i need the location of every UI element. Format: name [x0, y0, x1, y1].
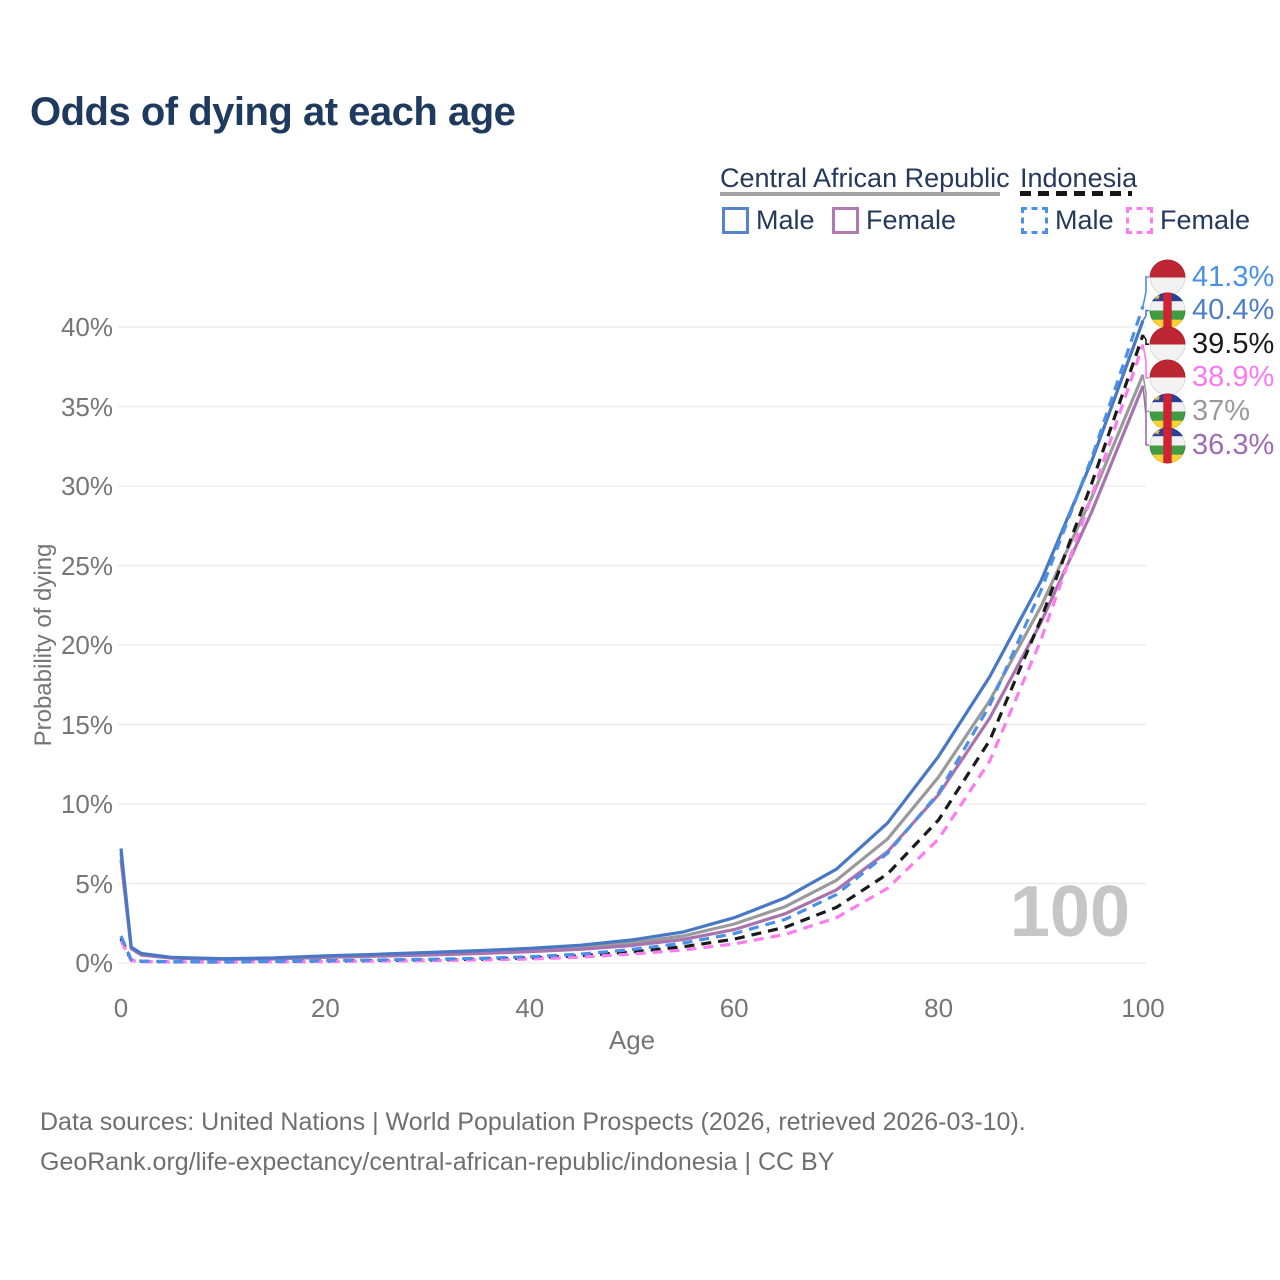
legend-item-car-female[interactable]: Female — [832, 205, 956, 236]
end-label-idn_female: 38.9% — [1149, 359, 1274, 396]
x-tick-label: 80 — [924, 993, 954, 1023]
y-tick-label: 10% — [60, 789, 113, 819]
series-line-car_female — [119, 385, 1145, 961]
central-african-republic-flag-icon — [1149, 427, 1186, 463]
y-tick-label: 5% — [75, 868, 113, 899]
legend-group-central-african-republic: Central African Republic — [720, 163, 1010, 193]
legend-dashed-rule — [1020, 191, 1132, 196]
y-tick-label: 25% — [60, 550, 113, 581]
legend-group-indonesia: Indonesia — [1020, 163, 1138, 193]
y-tick-label: 40% — [60, 312, 113, 342]
end-label-value: 39.5% — [1192, 327, 1275, 360]
series-line-idn_male — [119, 305, 1145, 964]
y-tick-label: 20% — [60, 630, 113, 660]
x-tick-label: 100 — [1121, 993, 1165, 1023]
x-tick-label: 60 — [719, 993, 749, 1023]
x-tick-label: 20 — [310, 993, 340, 1023]
car-male-swatch-icon — [722, 207, 749, 234]
legend-item-indonesia-male[interactable]: Male — [1021, 205, 1114, 236]
legend-item-car-male[interactable]: Male — [722, 205, 815, 236]
central-african-republic-flag-icon — [1149, 393, 1186, 430]
end-label-car_female: 36.3% — [1149, 427, 1274, 464]
legend-item-label: Male — [756, 205, 815, 235]
end-label-value: 36.3% — [1192, 428, 1275, 461]
y-tick-label: 35% — [60, 391, 113, 422]
end-label-idn_both: 39.5% — [1149, 326, 1274, 363]
legend-solid-rule — [720, 192, 1000, 196]
series-line-idn_female — [119, 343, 1145, 964]
indonesia-female-swatch-icon — [1126, 207, 1153, 234]
central-african-republic-flag-icon — [1149, 292, 1186, 329]
age-watermark: 100 — [1009, 872, 1130, 952]
end-label-value: 37% — [1192, 394, 1251, 427]
end-label-car_both: 37% — [1149, 393, 1250, 430]
series-line-idn_both — [119, 334, 1145, 964]
indonesia-flag-icon — [1149, 259, 1186, 295]
data-sources-text: Data sources: United Nations | World Pop… — [40, 1108, 1026, 1136]
series-line-car_both — [119, 374, 1145, 961]
indonesia-flag-icon — [1149, 326, 1186, 363]
car-female-swatch-icon — [832, 207, 859, 234]
indonesia-male-swatch-icon — [1021, 207, 1048, 234]
indonesia-flag-icon — [1149, 359, 1186, 396]
end-label-idn_male: 41.3% — [1149, 259, 1274, 296]
legend-item-label: Female — [866, 205, 957, 235]
legend-item-label: Male — [1055, 205, 1114, 235]
y-tick-label: 0% — [75, 948, 113, 978]
legend-item-indonesia-female[interactable]: Female — [1126, 205, 1250, 236]
end-label-value: 40.4% — [1192, 294, 1275, 327]
x-tick-label: 0 — [113, 993, 129, 1023]
end-label-car_male: 40.4% — [1149, 292, 1274, 329]
x-tick-label: 40 — [515, 993, 545, 1023]
end-label-value: 38.9% — [1192, 361, 1275, 394]
page-title: Odds of dying at each age — [30, 90, 516, 134]
x-axis-title: Age — [608, 1025, 656, 1055]
series-line-car_male — [119, 320, 1145, 961]
end-label-value: 41.3% — [1192, 260, 1275, 293]
y-tick-label: 30% — [60, 471, 113, 501]
attribution-text: GeoRank.org/life-expectancy/central-afri… — [40, 1148, 835, 1176]
y-tick-label: 15% — [60, 709, 113, 740]
legend-item-label: Female — [1160, 205, 1251, 235]
